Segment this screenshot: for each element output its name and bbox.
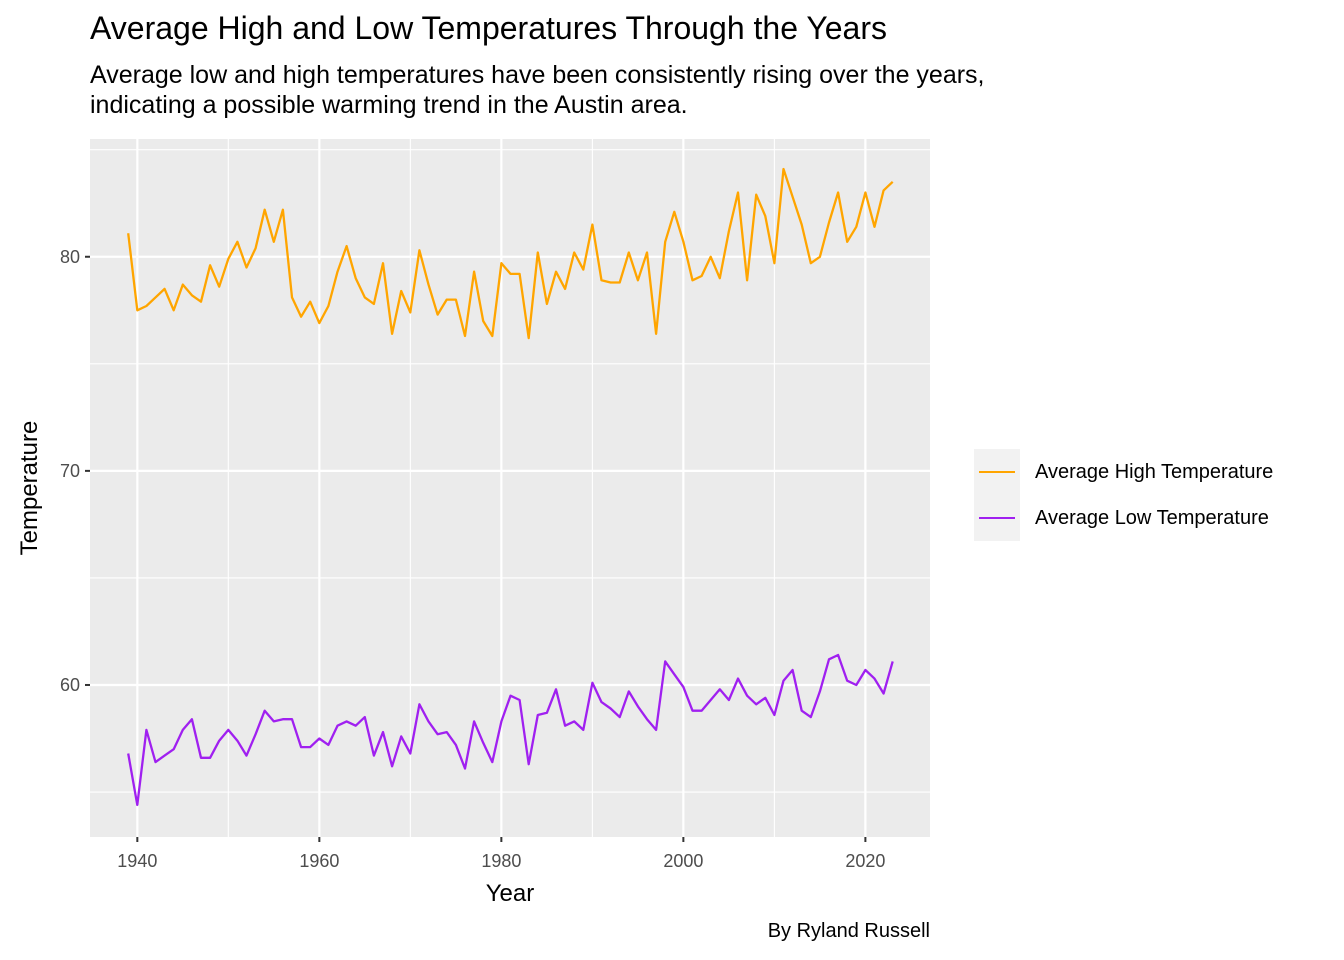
legend-label-low: Average Low Temperature [1035, 506, 1269, 529]
x-tick-label: 2020 [845, 851, 885, 871]
legend-key-high [974, 449, 1020, 495]
legend-background [974, 449, 1020, 541]
x-axis: 1940 1960 1980 2000 2020 [117, 837, 885, 871]
chart-subtitle: Average low and high temperatures have b… [90, 61, 985, 119]
y-tick-label: 80 [60, 247, 80, 267]
legend-item-high: Average High Temperature [974, 449, 1273, 495]
y-tick-label: 70 [60, 461, 80, 481]
plot-panel [90, 139, 930, 837]
y-axis: 60 70 80 [60, 247, 90, 695]
x-tick-label: 1960 [299, 851, 339, 871]
chart-title: Average High and Low Temperatures Throug… [90, 10, 887, 46]
y-axis-title: Temperature [16, 421, 43, 556]
legend-item-low: Average Low Temperature [974, 495, 1269, 541]
series-lines [127, 167, 894, 807]
series-line-high [127, 167, 894, 340]
legend-key-low [974, 495, 1020, 541]
series-line-low [127, 653, 894, 807]
x-tick-label: 1940 [117, 851, 157, 871]
minor-gridlines [90, 139, 930, 837]
y-tick-label: 60 [60, 675, 80, 695]
x-tick-label: 2000 [663, 851, 703, 871]
chart-caption: By Ryland Russell [767, 920, 930, 942]
x-axis-title: Year [486, 880, 535, 907]
x-tick-label: 1980 [481, 851, 521, 871]
legend-label-high: Average High Temperature [1035, 460, 1274, 483]
